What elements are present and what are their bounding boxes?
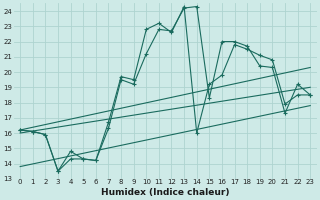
X-axis label: Humidex (Indice chaleur): Humidex (Indice chaleur) bbox=[101, 188, 229, 197]
